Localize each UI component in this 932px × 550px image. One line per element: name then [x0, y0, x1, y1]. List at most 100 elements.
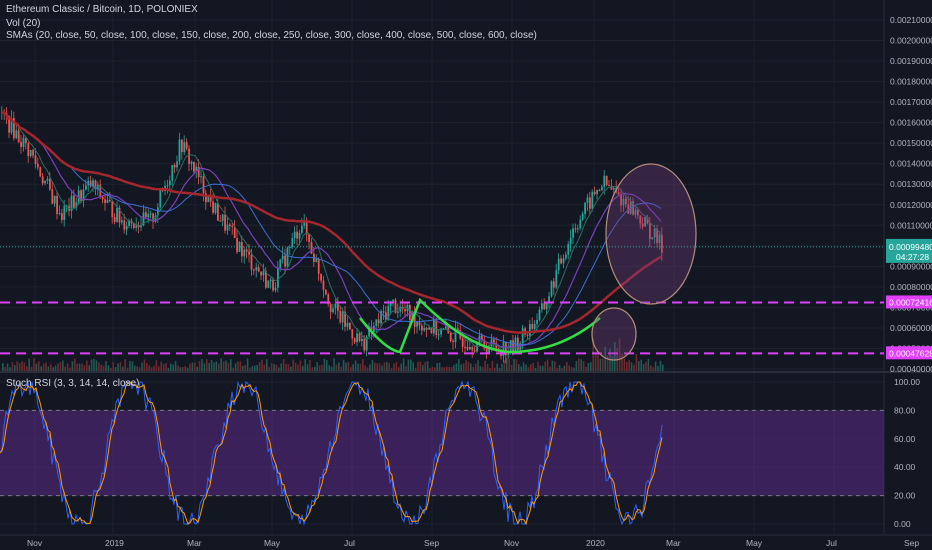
candle-body — [502, 341, 505, 356]
candle-body — [226, 224, 229, 231]
volume-bar — [441, 367, 443, 371]
volume-bar — [614, 342, 616, 371]
candle-body — [569, 237, 572, 245]
volume-bar — [371, 359, 374, 371]
volume-bar — [4, 366, 6, 371]
volume-bar — [532, 362, 534, 371]
current-price-text: 0.00099480 — [889, 242, 932, 252]
volume-bar — [227, 362, 230, 371]
candle-body — [361, 338, 363, 342]
volume-bar — [45, 362, 47, 371]
candle-body — [368, 326, 370, 337]
candle-body — [56, 195, 58, 214]
volume-bar — [460, 364, 462, 371]
candle-body — [73, 195, 75, 208]
candle-body — [545, 302, 548, 310]
volume-bar — [438, 362, 441, 371]
volume-bar — [522, 362, 525, 371]
candle-body — [473, 350, 476, 352]
price-tick-label: 0.00150000 — [890, 138, 932, 148]
volume-bar — [232, 367, 234, 371]
sma-short-line — [0, 111, 662, 350]
candle-body — [646, 216, 649, 224]
volume-bar — [131, 361, 134, 371]
candle-body — [373, 325, 375, 332]
candle-body — [493, 339, 495, 343]
candle-body — [377, 319, 380, 324]
candle-body — [178, 139, 181, 162]
volume-bar — [638, 361, 640, 371]
volume-bar — [150, 367, 153, 371]
candle-body — [77, 190, 80, 203]
candle-body — [365, 336, 368, 351]
candle-body — [497, 348, 500, 350]
candle-body — [89, 180, 92, 187]
rsi-tick-label: 40.00 — [894, 462, 916, 472]
candle-body — [661, 234, 663, 253]
volume-bar — [110, 367, 112, 371]
candle-body — [505, 341, 507, 356]
candle-body — [469, 347, 471, 350]
sma-legend[interactable]: SMAs (20, close, 50, close, 100, close, … — [6, 30, 537, 41]
volume-bar — [64, 366, 66, 371]
candle-body — [353, 338, 356, 343]
candle-body — [53, 195, 56, 204]
symbol-legend[interactable]: Ethereum Classic / Bitcoin, 1D, POLONIEX — [6, 4, 198, 15]
volume-legend[interactable]: Vol (20) — [6, 18, 40, 29]
candle-body — [349, 322, 351, 330]
volume-bar — [278, 367, 280, 371]
volume-bar — [342, 359, 345, 371]
volume-bar — [208, 363, 210, 371]
volume-bar — [174, 360, 177, 371]
volume-bar — [436, 363, 438, 371]
candle-body — [517, 337, 519, 350]
volume-bar — [117, 363, 119, 371]
stoch-rsi-legend[interactable]: Stoch RSI (3, 3, 14, 14, close) — [6, 378, 139, 389]
volume-bar — [455, 363, 458, 371]
candle-body — [382, 311, 385, 313]
candle-body — [560, 258, 562, 264]
volume-bar — [527, 367, 530, 371]
volume-bar — [393, 363, 395, 371]
candle-body — [586, 197, 589, 203]
candle-body — [622, 198, 625, 206]
candle-body — [34, 155, 37, 164]
volume-bar — [417, 361, 419, 371]
volume-bar — [362, 359, 364, 371]
volume-bar — [611, 355, 614, 371]
volume-bar — [141, 362, 143, 371]
current-price-badge — [886, 238, 932, 263]
candle-body — [157, 207, 159, 216]
time-tick-label: Jul — [344, 538, 355, 548]
volume-bar — [426, 361, 429, 371]
volume-bar — [506, 358, 508, 371]
candle-body — [154, 215, 157, 222]
volume-bar — [494, 367, 496, 371]
volume-bar — [129, 360, 131, 371]
volume-bar — [143, 359, 146, 371]
volume-bar — [477, 360, 479, 371]
price-tick-label: 0.00130000 — [890, 179, 932, 189]
candle-body — [214, 203, 217, 213]
candle-body — [279, 259, 282, 268]
candle-body — [461, 338, 464, 347]
volume-bar — [220, 358, 222, 371]
volume-bar — [258, 362, 261, 371]
price-tick-label: 0.00120000 — [890, 200, 932, 210]
candle-body — [121, 220, 123, 223]
candle-body — [317, 258, 320, 274]
candle-body — [437, 334, 440, 336]
volume-bar — [333, 358, 335, 371]
candle-body — [557, 258, 560, 271]
candle-body — [603, 175, 606, 187]
volume-bar — [501, 363, 503, 371]
candle-body — [229, 224, 231, 226]
candle-body — [159, 189, 162, 208]
volume-bar — [136, 366, 138, 371]
time-tick-label: 2020 — [586, 538, 605, 548]
rsi-tick-label: 20.00 — [894, 491, 916, 501]
candle-body — [166, 185, 169, 187]
volume-bar — [419, 361, 422, 371]
candle-body — [440, 328, 442, 335]
